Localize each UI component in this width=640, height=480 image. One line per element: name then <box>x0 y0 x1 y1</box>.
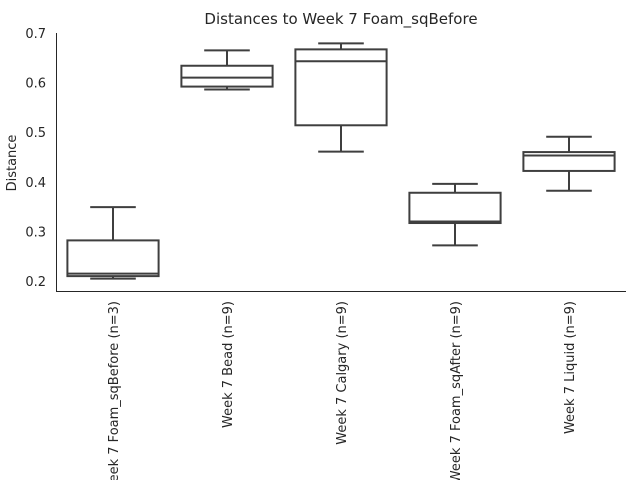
iqr-box <box>294 48 388 127</box>
box-group <box>294 42 388 153</box>
y-tick-label: 0.4 <box>25 176 46 191</box>
y-axis-label: Distance <box>5 135 20 192</box>
x-tick-label: Week 7 Liquid (n=9) <box>563 301 578 434</box>
iqr-box <box>66 239 160 278</box>
y-tick-label: 0.5 <box>25 126 46 141</box>
y-tick-label: 0.3 <box>25 225 46 240</box>
box-group <box>180 49 274 91</box>
x-ticks: Week 7 Foam_sqBefore (n=3) Week 7 Bead (n… <box>107 301 578 480</box>
x-tick-label: Week 7 Bead (n=9) <box>221 301 236 428</box>
chart-title: Distances to Week 7 Foam_sqBefore <box>204 10 477 29</box>
y-tick-label: 0.6 <box>25 77 46 92</box>
y-ticks: 0.2 0.3 0.4 0.5 0.6 0.7 <box>25 27 46 290</box>
boxes <box>66 42 616 280</box>
iqr-box <box>522 151 616 172</box>
iqr-box <box>180 64 274 88</box>
box-group <box>66 206 160 280</box>
x-tick-label: Week 7 Foam_sqAfter (n=9) <box>449 301 464 480</box>
y-tick-label: 0.2 <box>25 275 46 290</box>
x-tick-label: Week 7 Calgary (n=9) <box>335 301 350 445</box>
box-group <box>522 135 616 192</box>
x-tick-label: Week 7 Foam_sqBefore (n=3) <box>107 301 122 480</box>
box-group <box>408 182 502 247</box>
iqr-box <box>408 191 502 225</box>
y-tick-label: 0.7 <box>25 27 46 42</box>
